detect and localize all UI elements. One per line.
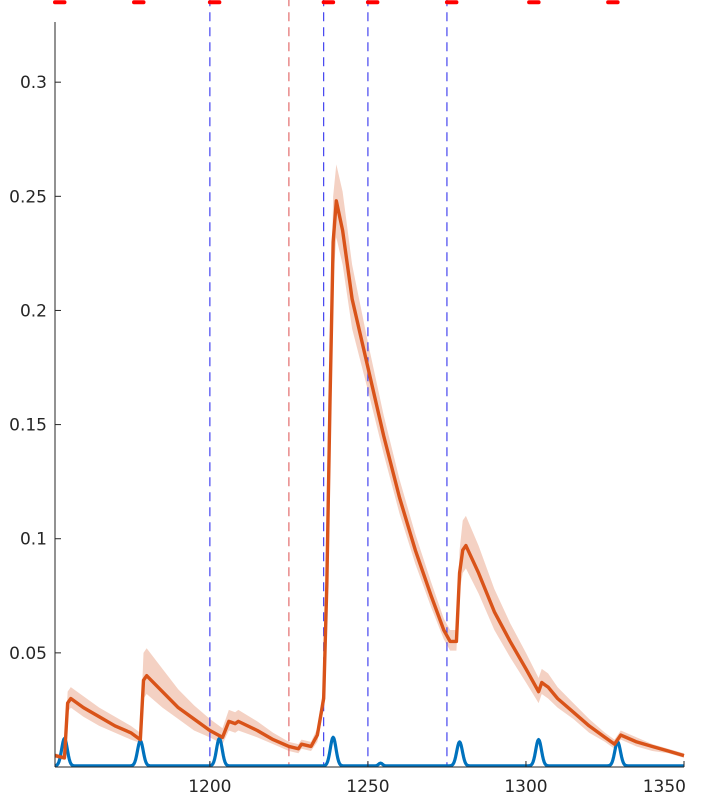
vertical-lines-layer [209, 0, 448, 767]
x-tick-label: 1300 [504, 777, 547, 797]
x-tick-label: 1350 [643, 777, 686, 797]
orange-series-line [54, 199, 685, 760]
orange-series-band [55, 164, 684, 761]
y-tick-label: 0.25 [9, 187, 47, 207]
y-tick-label: 0.15 [9, 416, 47, 436]
x-tick-label: 1200 [188, 777, 231, 797]
blue-series-line [54, 735, 685, 768]
series-layer [54, 199, 685, 768]
y-tick-label: 0.1 [20, 530, 47, 550]
confidence-band-layer [55, 164, 684, 761]
y-tick-label: 0.05 [9, 644, 47, 664]
y-tick-label: 0.2 [20, 301, 47, 321]
axes: 0.05 0.1 0.15 0.2 0.25 0.3 1200 1250 1300 1350 [9, 22, 686, 797]
x-tick-label: 1250 [346, 777, 389, 797]
y-tick-label: 0.3 [20, 73, 47, 93]
